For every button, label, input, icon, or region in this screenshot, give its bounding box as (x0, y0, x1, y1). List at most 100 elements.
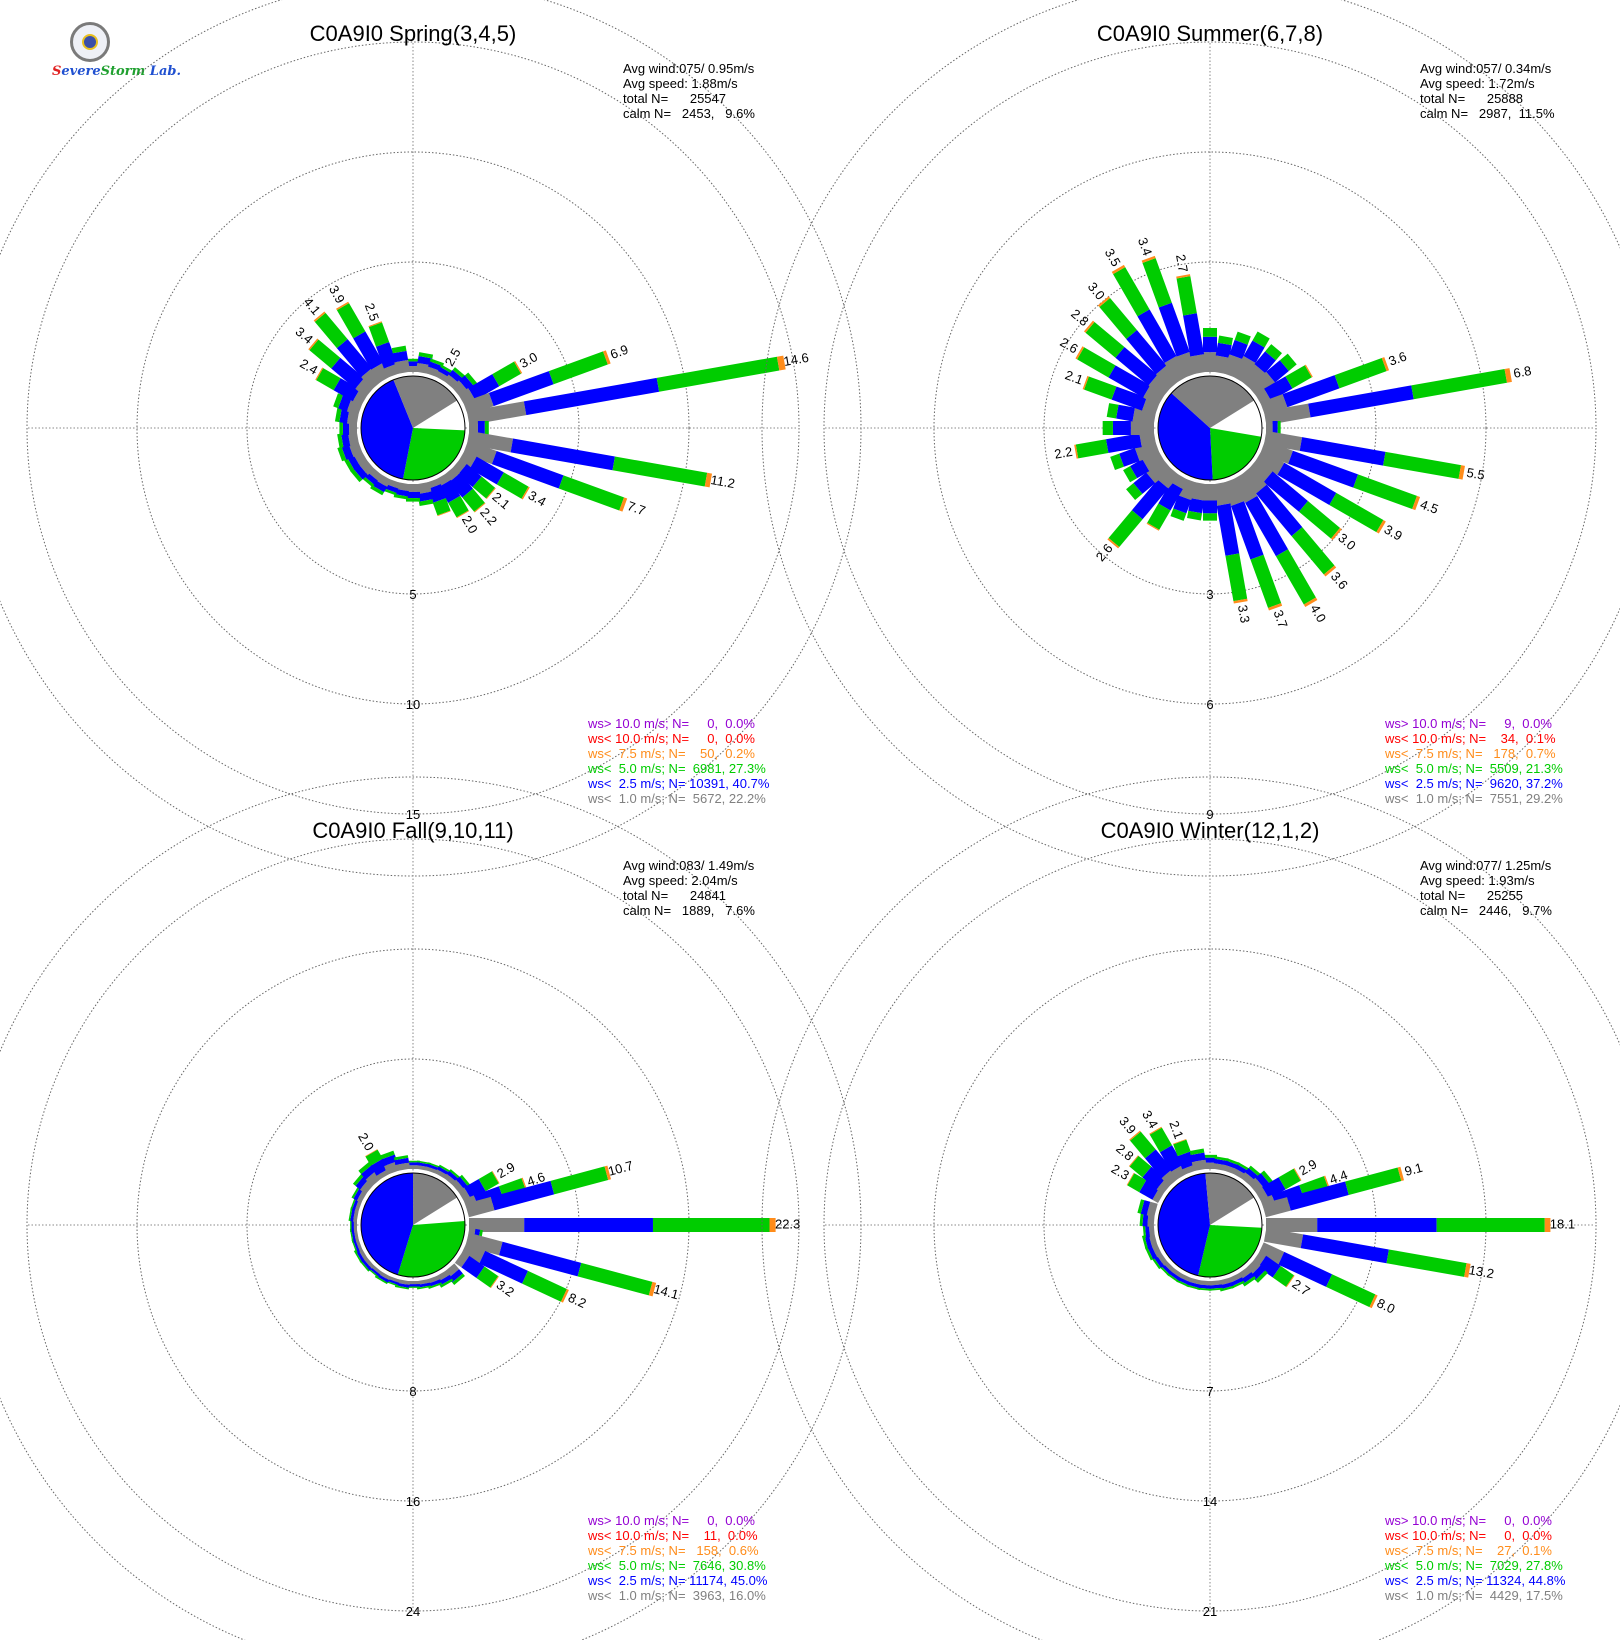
petal-segment (465, 1196, 495, 1218)
petal-segment (337, 446, 347, 462)
petal: 13.2 (1263, 1227, 1496, 1281)
legend-entry: ws< 2.5 m/s; N= 11174, 45.0% (587, 1573, 768, 1588)
petal-segment (1213, 1158, 1229, 1166)
range-ring (823, 41, 1597, 815)
calm-pie (1157, 375, 1263, 481)
petal-segment (454, 1251, 470, 1268)
petal-label: 3.4 (293, 324, 316, 347)
petal-segment (1187, 1277, 1203, 1286)
petal-segment (466, 430, 514, 453)
outer-ring (761, 776, 1620, 1640)
petal-label: 14.6 (782, 350, 810, 369)
petal (393, 1155, 411, 1172)
petal-segment (451, 380, 468, 398)
petal-segment (452, 367, 466, 379)
petal-segment (1300, 1234, 1389, 1264)
petal-label: 2.8 (1068, 306, 1091, 329)
petal-segment (360, 1258, 372, 1271)
ring-label: 14 (1203, 1494, 1217, 1509)
petal-segment (1248, 371, 1276, 398)
petal-segment (382, 488, 397, 496)
petal-segment (352, 389, 369, 407)
petal-segment (363, 471, 378, 485)
petal-segment (1381, 357, 1390, 372)
petal (1158, 1259, 1176, 1277)
petal-segment (1077, 347, 1116, 378)
petal (425, 1162, 442, 1175)
petal-segment (1146, 1201, 1158, 1218)
petal-segment (395, 481, 411, 492)
petal-segment (1250, 1265, 1266, 1281)
petal (425, 1275, 443, 1290)
petal-segment (1110, 453, 1124, 471)
petal-segment (463, 392, 494, 416)
petal: 2.3 (1109, 1161, 1166, 1204)
petal-segment (1173, 1139, 1191, 1157)
petal-label: 13.2 (1468, 1262, 1496, 1281)
range-ring (26, 41, 800, 815)
petal (1248, 353, 1297, 398)
petal (1240, 1165, 1262, 1187)
petal-segment (1245, 1167, 1260, 1182)
stats-line: Avg speed: 2.04m/s (623, 873, 738, 888)
petal-segment (1097, 296, 1111, 308)
pie-outline (1157, 1172, 1263, 1278)
petal-segment (355, 377, 375, 398)
petal-label: 2.0 (355, 1130, 377, 1153)
petal-segment (1224, 1160, 1240, 1170)
petal-segment (350, 1207, 356, 1222)
petal-segment (1190, 481, 1208, 501)
petal-segment (1231, 472, 1258, 503)
petal-label: 3.3 (1235, 604, 1253, 624)
petal-segment (1142, 449, 1166, 472)
petal-segment (350, 468, 363, 483)
stats-line: total N= 24841 (623, 888, 726, 903)
chart-title: C0A9I0 Spring(3,4,5) (310, 21, 517, 46)
petal-segment (560, 1289, 569, 1303)
petal (1212, 335, 1233, 375)
petal-segment (353, 331, 384, 370)
petal-segment (358, 1161, 372, 1174)
petal-segment (1262, 1197, 1291, 1218)
petal-segment (1386, 1249, 1467, 1277)
petal-segment (558, 475, 625, 511)
petal (391, 345, 411, 375)
ring-label: 3 (1206, 587, 1213, 602)
pie-slice (1198, 1225, 1262, 1278)
petal (451, 1174, 471, 1195)
petal-segment (355, 1248, 365, 1263)
pie-slice (413, 1197, 465, 1225)
petal (434, 1269, 454, 1288)
petal (1110, 440, 1160, 471)
petal-segment (1156, 1251, 1169, 1266)
petal: 3.0 (457, 349, 540, 407)
petal-segment (446, 1170, 461, 1183)
petal-segment (352, 1207, 360, 1223)
petal (415, 1278, 432, 1290)
stats-line: Avg speed: 1.88m/s (623, 76, 738, 91)
petal-segment (1231, 1168, 1247, 1181)
petal-segment (448, 369, 464, 384)
ring-label: 16 (406, 1494, 420, 1509)
petal: 10.7 (465, 1158, 635, 1218)
petal-segment (1145, 1149, 1173, 1179)
petal-segment (1248, 1177, 1265, 1195)
petal-segment (460, 1242, 486, 1264)
petal-segment (451, 458, 467, 475)
petal-segment (437, 366, 453, 378)
petal-segment (368, 322, 390, 347)
petal-segment (383, 483, 399, 493)
petal: 8.2 (460, 1242, 589, 1311)
petal-segment (1190, 354, 1208, 375)
petal-segment (341, 432, 351, 448)
petal-segment (1287, 1181, 1349, 1211)
petal-segment (1158, 302, 1190, 357)
petal (1197, 1280, 1213, 1291)
petal-label: 10.7 (606, 1158, 634, 1179)
petal-segment (479, 1250, 529, 1284)
petal-segment (1263, 1227, 1304, 1249)
petal-segment (476, 1266, 499, 1288)
calm-pie (1157, 1172, 1263, 1278)
petal: 2.1 (1166, 1119, 1198, 1175)
